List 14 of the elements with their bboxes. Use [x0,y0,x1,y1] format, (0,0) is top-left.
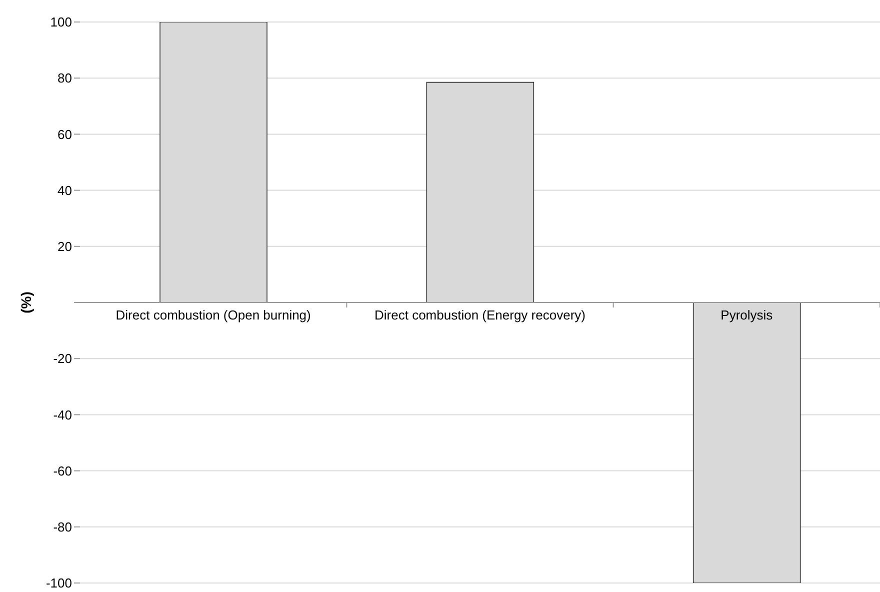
y-tick-label: 40 [58,182,72,198]
y-tick-label: 100 [50,14,72,30]
y-tick-label: -60 [53,463,72,478]
y-tick-label: -100 [46,576,72,591]
y-tick-label: -80 [53,520,72,535]
y-tick-label: -40 [53,407,72,422]
y-tick-label: 20 [58,239,72,254]
x-tick-label: Direct combustion (Energy recovery) [374,308,586,322]
x-tick-label: Direct combustion (Open burning) [116,308,311,322]
x-tick-label: Pyrolysis [720,308,774,322]
y-tick-label: 80 [58,70,72,86]
y-tick-label: 60 [58,126,72,142]
y-tick-label: -20 [53,351,72,366]
y-axis-title: (%) [18,292,34,314]
